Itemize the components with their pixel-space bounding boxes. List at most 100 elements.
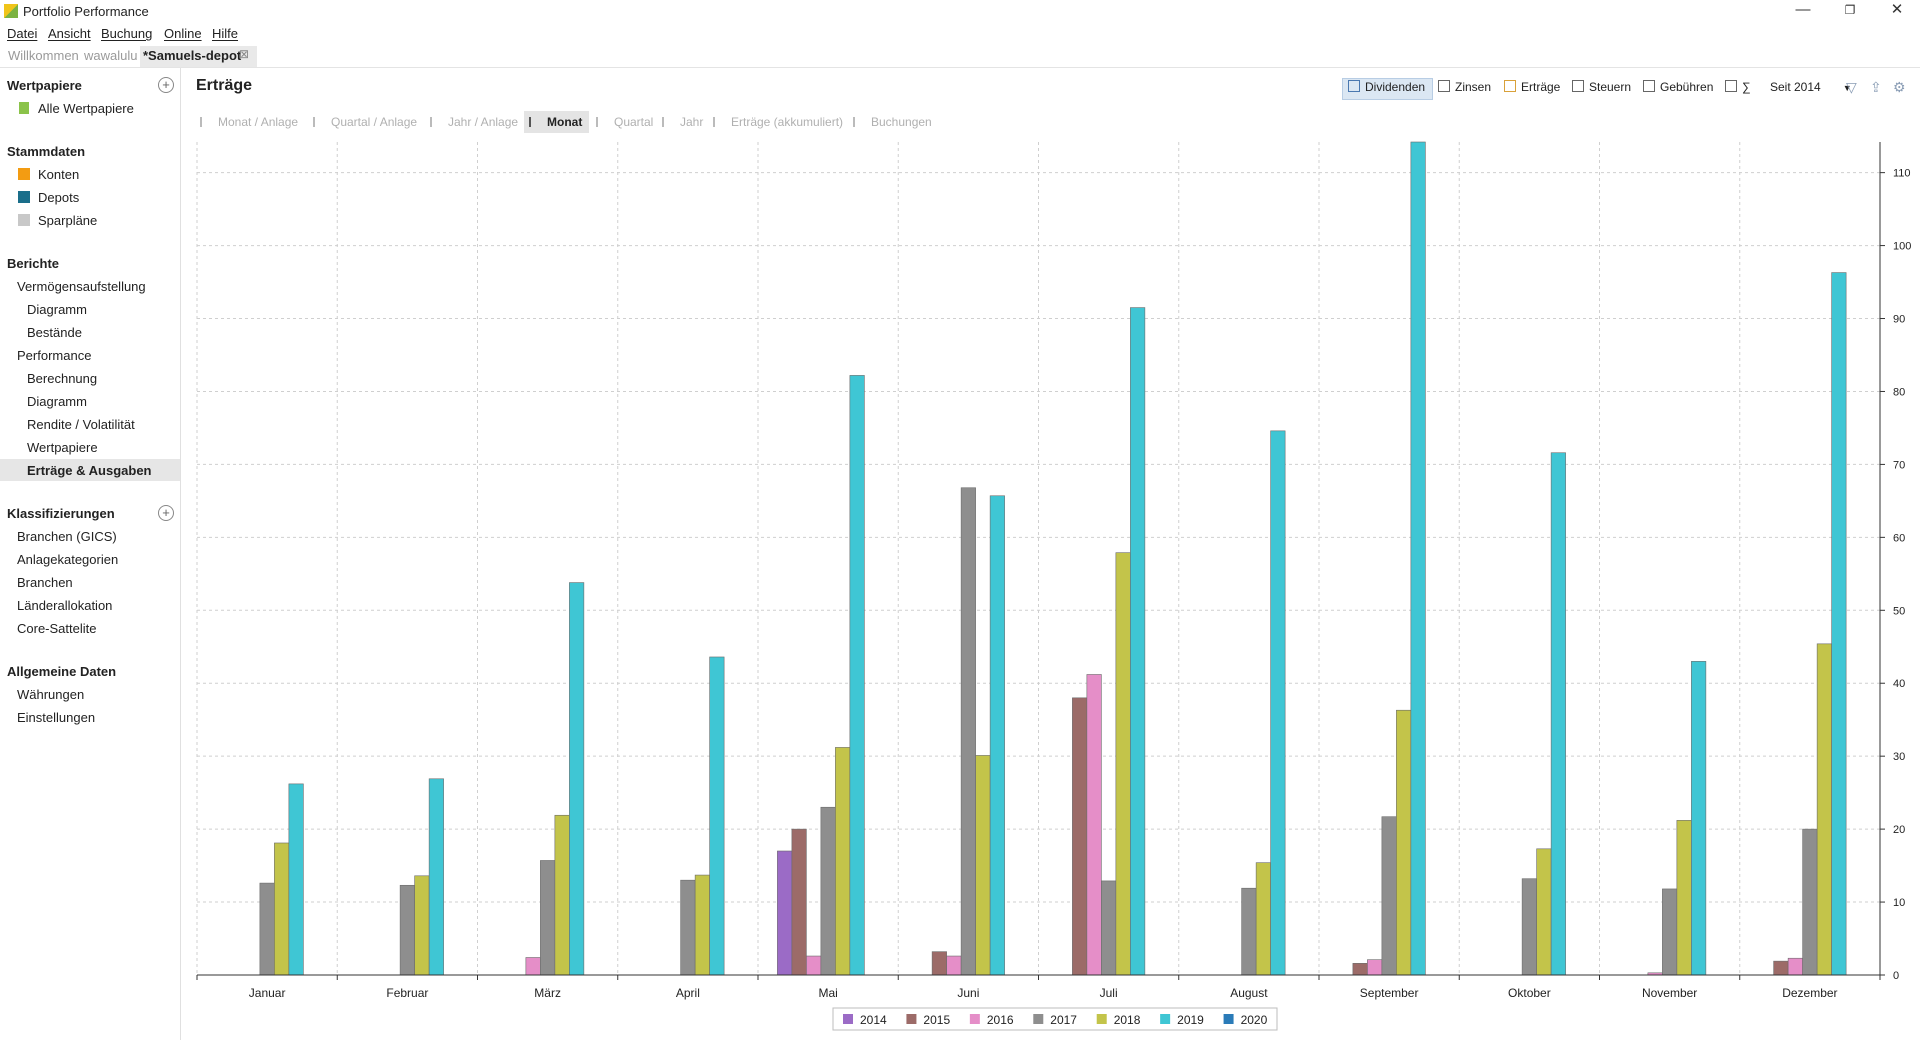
sidebar-item-laenderallokation[interactable]: Länderallokation (17, 598, 113, 613)
sidebar-header-allgemeine-daten: Allgemeine Daten (7, 664, 117, 679)
toggle-ertraege[interactable]: Erträge (1504, 80, 1560, 94)
x-tick-label: Juli (1100, 986, 1118, 1000)
sidebar-item-depots[interactable]: Depots (38, 190, 80, 205)
bar-2016-September (1367, 959, 1383, 976)
y-tick-label: 90 (1893, 314, 1905, 326)
bar-2019-Mai (849, 375, 865, 976)
bar-2015-Juni (931, 951, 947, 976)
view-label: Buchungen (871, 115, 932, 129)
sidebar-header-klassifizierungen: Klassifizierungen (7, 506, 115, 521)
legend-swatch-2020 (1223, 1014, 1234, 1024)
toggle-summe[interactable]: ∑ (1725, 80, 1751, 94)
sidebar-header-wertpapiere: Wertpapiere (7, 78, 82, 93)
view-label: Erträge (akkumuliert) (731, 115, 844, 129)
legend-label-2014: 2014 (860, 1013, 887, 1027)
bar-2016-Mai (806, 955, 822, 976)
toggle-zinsen[interactable]: Zinsen (1438, 80, 1491, 94)
income-chart: 0 10 20 30 40 50 60 70 80 90 100 110 Januar Februar Mä… (192, 138, 1917, 1038)
sidebar-item-einstellungen[interactable]: Einstellungen (17, 710, 96, 725)
sidebar-item-core-sattelite[interactable]: Core-Sattelite (17, 621, 97, 636)
bar-chart-icon (662, 117, 676, 127)
page-title: Erträge (196, 77, 253, 94)
bar-2015-Dezember (1773, 960, 1789, 976)
view-label: Quartal (614, 115, 654, 129)
toggle-gebuehren[interactable]: Gebühren (1643, 80, 1713, 94)
bar-2018-Dezember (1816, 643, 1832, 976)
sidebar-item-alle-wertpapiere[interactable]: Alle Wertpapiere (38, 101, 134, 116)
settings-icon[interactable]: ⚙ (1893, 79, 1906, 95)
y-tick-label: 40 (1893, 678, 1905, 690)
view-jahr[interactable]: Jahr (662, 115, 703, 129)
bar-2015-Mai (791, 828, 807, 976)
title-bar: Portfolio Performance — ❐ ✕ (0, 0, 1920, 24)
active-tab-background (140, 46, 257, 67)
sidebar-item-vermoegensaufstellung[interactable]: Vermögensaufstellung (17, 279, 146, 294)
sidebar-item-performance[interactable]: Performance (17, 348, 92, 363)
sidebar-item-branchen-gics[interactable]: Branchen (GICS) (17, 529, 117, 544)
period-label: Seit 2014 (1770, 80, 1821, 94)
y-tick-label: 0 (1893, 970, 1899, 982)
tab-close-icon[interactable]: ⊠ (239, 47, 250, 61)
filter-icon[interactable]: ▽ (1846, 79, 1857, 95)
maximize-button[interactable]: ❐ (1844, 3, 1856, 17)
sidebar-item-waehrungen[interactable]: Währungen (17, 687, 85, 702)
list-icon (200, 117, 214, 127)
toggle-dividenden[interactable]: Dividenden (1348, 80, 1425, 94)
view-active-background (524, 111, 589, 133)
menu-buchung[interactable]: Buchung (101, 26, 153, 41)
sidebar-item-berechnung[interactable]: Berechnung (27, 371, 98, 386)
bar-2018-April (694, 874, 710, 976)
view-buchungen[interactable]: Buchungen (853, 115, 932, 129)
menu-datei[interactable]: Datei (7, 26, 38, 41)
bar-2019-September (1410, 141, 1426, 976)
add-classification-icon[interactable]: + (158, 505, 174, 521)
y-tick-label: 50 (1893, 605, 1905, 617)
bar-2016-Dezember (1787, 957, 1803, 976)
bar-2017-Juli (1101, 880, 1117, 976)
bar-2019-Oktober (1550, 452, 1566, 976)
view-jahr-anlage[interactable]: Jahr / Anlage (430, 115, 518, 129)
sidebar-item-anlagekategorien[interactable]: Anlagekategorien (17, 552, 119, 567)
add-icon[interactable]: + (158, 77, 174, 93)
legend-swatch-2015 (906, 1014, 917, 1024)
toggle-label: Gebühren (1660, 80, 1714, 94)
sidebar-item-ertraege-ausgaben[interactable]: Erträge & Ausgaben (27, 463, 152, 478)
minimize-button[interactable]: — (1795, 1, 1811, 18)
checkbox-icon (1438, 80, 1450, 92)
x-tick-label: Februar (386, 986, 428, 1000)
list-icon (853, 117, 867, 127)
tab-willkommen[interactable]: Willkommen (8, 48, 79, 63)
sidebar-item-wertpapiere[interactable]: Wertpapiere (27, 440, 98, 455)
view-quartal-anlage[interactable]: Quartal / Anlage (313, 115, 417, 129)
checkbox-icon (1504, 80, 1516, 92)
bar-2018-November (1676, 820, 1692, 976)
view-label: Jahr (680, 115, 704, 129)
view-quartal[interactable]: Quartal (596, 115, 653, 129)
sidebar-item-bestaende[interactable]: Bestände (27, 325, 82, 340)
menu-online[interactable]: Online (164, 26, 202, 41)
view-monat[interactable]: Monat (529, 115, 582, 129)
sidebar-item-rendite-volatilitaet[interactable]: Rendite / Volatilität (27, 417, 135, 432)
tab-wawalulu[interactable]: wawalulu (84, 48, 138, 63)
sidebar-item-sparplaene[interactable]: Sparpläne (38, 213, 98, 228)
toggle-steuern[interactable]: Steuern (1572, 80, 1631, 94)
view-label: Monat / Anlage (218, 115, 299, 129)
view-ertraege-akkumuliert[interactable]: Erträge (akkumuliert) (713, 115, 843, 129)
period-dropdown[interactable]: Seit 2014 ▼ (1770, 80, 1852, 94)
sidebar: Wertpapiere + Alle Wertpapiere Stammdate… (0, 68, 180, 1040)
list-icon (313, 117, 327, 127)
bar-2015-Juli (1072, 697, 1088, 976)
sidebar-item-diagramm[interactable]: Diagramm (27, 302, 87, 317)
checkbox-icon (1572, 80, 1584, 92)
tab-samuels-depot[interactable]: *Samuels-depot (143, 48, 242, 63)
sidebar-item-konten[interactable]: Konten (38, 167, 80, 182)
export-icon[interactable]: ⇪ (1870, 79, 1882, 95)
checkbox-icon (1643, 80, 1655, 92)
close-button[interactable]: ✕ (1890, 1, 1904, 18)
sidebar-item-performance-diagramm[interactable]: Diagramm (27, 394, 87, 409)
sidebar-item-branchen[interactable]: Branchen (17, 575, 73, 590)
sidebar-selection-highlight (0, 459, 180, 481)
menu-hilfe[interactable]: Hilfe (212, 26, 239, 41)
menu-ansicht[interactable]: Ansicht (48, 26, 91, 41)
view-monat-anlage[interactable]: Monat / Anlage (200, 115, 298, 129)
